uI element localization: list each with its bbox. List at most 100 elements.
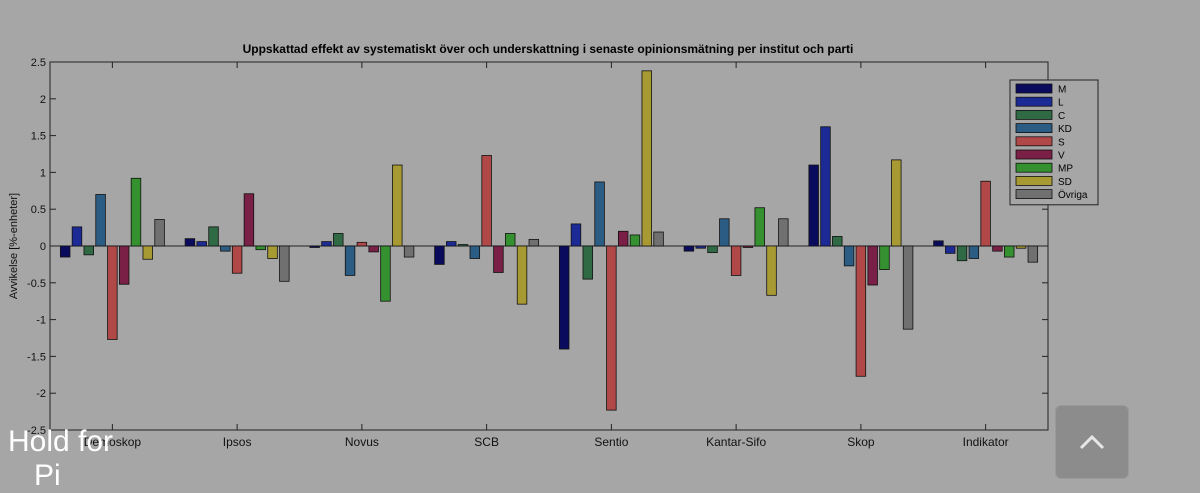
chevron-up-icon — [1079, 434, 1105, 450]
legend-label-övriga: Övriga — [1058, 189, 1088, 201]
y-tick-label: 0 — [40, 241, 46, 253]
bar-v-ipsos — [243, 193, 255, 247]
bar-övriga-kantar-sifo — [778, 218, 789, 247]
bar-v-novus — [368, 245, 379, 253]
bar-mp-novus — [380, 245, 391, 302]
bar-c-sentio — [582, 245, 593, 280]
bar-c-indikator — [956, 245, 968, 262]
bar-l-kantar-sifo — [695, 245, 706, 249]
x-tick-label: Novus — [345, 435, 379, 449]
y-tick-label: 2 — [40, 94, 46, 106]
bar-l-sentio — [570, 223, 582, 247]
bar-v-sentio — [617, 230, 629, 247]
legend-swatch-m — [1015, 83, 1053, 94]
bar-l-novus — [321, 241, 332, 247]
legend-swatch-s — [1015, 136, 1053, 147]
legend-label-s: S — [1058, 137, 1065, 148]
bar-mp-indikator — [1004, 245, 1015, 258]
bar-m-scb — [434, 245, 445, 265]
y-tick-label: -2.5 — [27, 425, 46, 437]
bar-kd-scb — [469, 245, 481, 259]
bar-c-ipsos — [208, 226, 219, 247]
legend-label-kd: KD — [1058, 124, 1072, 135]
y-tick-label: -1.5 — [27, 351, 46, 363]
x-tick-label: Sentio — [594, 435, 628, 449]
bar-sd-scb — [516, 245, 528, 305]
legend-label-v: V — [1058, 151, 1065, 162]
bar-c-skop — [832, 236, 843, 247]
hold-hint-subtext: Pi — [34, 459, 61, 492]
legend-swatch-c — [1015, 110, 1053, 120]
bar-c-scb — [457, 244, 469, 247]
y-tick-label: 1.5 — [31, 131, 46, 143]
bar-övriga-ipsos — [279, 245, 290, 282]
plot-area: -2.5 -2 -1.5 -1 -0.5 0 0.5 1 1.5 2 2.5 Demoskop Ipso… — [27, 57, 1049, 449]
x-tick-label: Demoskop — [84, 435, 142, 449]
bar-m-kantar-sifo — [683, 245, 695, 252]
legend-label-l: L — [1058, 98, 1064, 109]
bar-c-novus — [333, 233, 344, 247]
bar-s-indikator — [980, 180, 991, 247]
bar-mp-scb — [505, 233, 516, 247]
bar-v-demoskop — [118, 245, 130, 285]
bar-l-scb — [446, 241, 457, 247]
hold-hint-overlay: Hold for Pi — [8, 425, 114, 492]
bar-kd-sentio — [594, 181, 605, 247]
bar-l-demoskop — [71, 226, 83, 247]
y-tick-label: 2.5 — [31, 57, 46, 69]
bar-kd-ipsos — [220, 245, 231, 252]
bar-s-sentio — [606, 245, 617, 411]
bar-v-scb — [493, 245, 504, 273]
x-tick-label: SCB — [474, 435, 499, 449]
legend-swatch-l — [1015, 96, 1053, 107]
bar-s-novus — [356, 241, 368, 247]
x-tick-label: Ipsos — [223, 435, 252, 449]
bar-v-skop — [867, 245, 878, 286]
legend-swatch-sd — [1015, 175, 1053, 186]
y-tick-label: -2 — [36, 388, 46, 400]
bar-s-demoskop — [107, 245, 118, 340]
legend-label-c: C — [1058, 111, 1065, 122]
bar-c-kantar-sifo — [707, 245, 718, 254]
bar-m-novus — [309, 245, 320, 248]
x-tick-label: Indikator — [963, 435, 1009, 449]
legend-swatch-övriga — [1015, 189, 1053, 200]
bar-övriga-novus — [403, 245, 415, 258]
bar-kd-indikator — [968, 245, 980, 259]
bar-mp-sentio — [629, 234, 641, 247]
bar-övriga-indikator — [1027, 245, 1039, 263]
bar-v-indikator — [992, 245, 1003, 252]
bar-övriga-scb — [528, 238, 540, 247]
bar-v-kantar-sifo — [742, 245, 754, 248]
x-tick-label: Kantar-Sifo — [706, 435, 766, 449]
bar-m-sentio — [558, 245, 570, 350]
y-tick-label: 1 — [40, 167, 46, 179]
chart-title: Uppskattad effekt av systematiskt över o… — [243, 42, 854, 56]
bar-m-ipsos — [184, 238, 196, 247]
bar-övriga-skop — [902, 245, 914, 330]
bar-l-ipsos — [196, 241, 207, 247]
y-tick-label: -0.5 — [27, 278, 46, 290]
bar-kd-demoskop — [95, 194, 106, 247]
bar-mp-kantar-sifo — [754, 207, 765, 247]
y-axis-label: Avvikelse [%-enheter] — [8, 193, 20, 299]
legend-label-mp: MP — [1058, 164, 1073, 175]
bar-sd-indikator — [1015, 245, 1027, 249]
bar-mp-skop — [879, 245, 890, 270]
bar-s-scb — [481, 155, 492, 247]
bar-l-indikator — [945, 245, 956, 254]
x-tick-label: Skop — [847, 435, 875, 449]
bar-mp-demoskop — [130, 177, 142, 247]
bar-kd-novus — [344, 245, 356, 276]
bar-sd-demoskop — [142, 245, 153, 260]
bar-mp-ipsos — [255, 245, 266, 251]
bar-c-demoskop — [83, 245, 94, 256]
legend-label-sd: SD — [1058, 177, 1072, 188]
bar-m-indikator — [933, 240, 944, 247]
scroll-to-top-button[interactable] — [1055, 405, 1129, 479]
bar-sd-skop — [891, 159, 902, 247]
bar-sd-novus — [392, 164, 403, 247]
chart: Uppskattad effekt av systematiskt över o… — [8, 42, 1099, 449]
hold-hint-text: Hold for — [8, 425, 114, 458]
